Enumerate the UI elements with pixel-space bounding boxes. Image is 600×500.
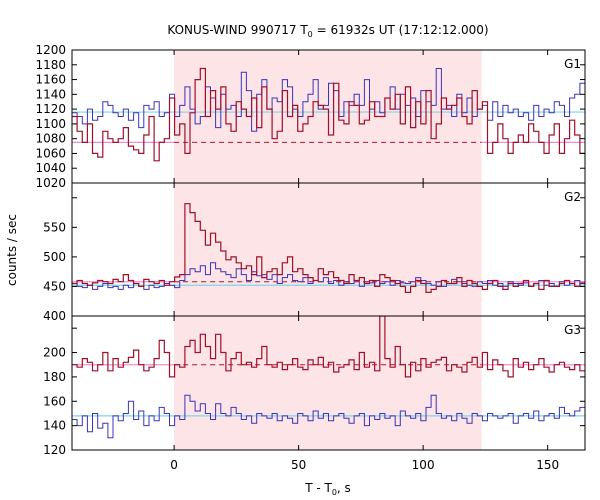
y-tick-label: 1040 [35, 161, 66, 175]
blue-series-line [72, 68, 585, 132]
y-tick-label: 1180 [35, 58, 66, 72]
y-tick-label: 1160 [35, 73, 66, 87]
panels-group: 1020104010601080110011201140116011801200… [35, 43, 586, 472]
x-tick-label: 150 [536, 458, 559, 472]
panel-frame [71, 315, 586, 451]
y-tick-label: 400 [43, 309, 66, 323]
x-tick-label: 0 [170, 458, 178, 472]
y-tick-label: 450 [43, 279, 66, 293]
dark-series-line [72, 203, 585, 293]
y-tick-label: 550 [43, 220, 66, 234]
y-tick-label: 140 [43, 419, 66, 433]
y-tick-label: 1060 [35, 146, 66, 160]
x-axis-label: T - T0, s [304, 481, 351, 497]
series-group [72, 316, 585, 439]
chart-title: KONUS-WIND 990717 T0 = 61932s UT (17:12:… [167, 23, 488, 39]
y-tick-label: 180 [43, 370, 66, 384]
y-tick-label: 1100 [35, 117, 66, 131]
y-tick-label: 160 [43, 394, 66, 408]
panel-g2: 400 450 500 550 G2 [43, 182, 586, 323]
x-tick-label: 50 [291, 458, 306, 472]
highlight-band-g3 [174, 316, 482, 450]
panel-label: G3 [564, 323, 581, 337]
highlight-band-g1 [174, 50, 482, 183]
series-group [72, 203, 585, 293]
panel-label: G2 [564, 190, 581, 204]
y-tick-label: 1200 [35, 43, 66, 57]
y-tick-label: 200 [43, 346, 66, 360]
y-tick-label: 1120 [35, 102, 66, 116]
series-group [72, 67, 585, 162]
y-tick-label: 1080 [35, 132, 66, 146]
panel-g1: 1020104010601080110011201140116011801200… [35, 43, 586, 190]
highlight-band-g2 [174, 183, 482, 316]
y-axis-label: counts / sec [5, 214, 19, 286]
panel-label: G1 [564, 57, 581, 71]
y-tick-label: 1020 [35, 176, 66, 190]
blue-series-line [72, 394, 585, 439]
highlight-bands [174, 50, 482, 450]
y-tick-label: 120 [43, 443, 66, 457]
y-tick-label: 500 [43, 250, 66, 264]
dark-series-line [72, 67, 585, 162]
dark-series-line [72, 316, 585, 378]
y-tick-label: 1140 [35, 87, 66, 101]
x-tick-label: 100 [412, 458, 435, 472]
panel-g3: 120 140 160 180 200 G3 [43, 315, 586, 457]
